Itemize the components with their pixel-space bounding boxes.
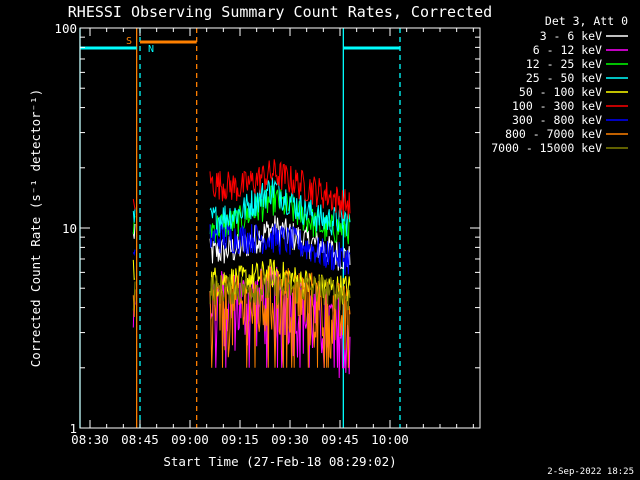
y-tick-label: 100 bbox=[54, 21, 77, 36]
series-line bbox=[132, 223, 136, 239]
series-line bbox=[132, 259, 136, 281]
series-line bbox=[132, 198, 136, 210]
night-label: N bbox=[148, 44, 154, 55]
legend-label: 100 - 300 keV bbox=[512, 99, 602, 113]
footer-timestamp: 2-Sep-2022 18:25 bbox=[547, 467, 634, 477]
x-tick-label: 09:30 bbox=[271, 432, 309, 447]
x-axis-label: Start Time (27-Feb-18 08:29:02) bbox=[163, 454, 396, 469]
saa-label: S bbox=[126, 36, 132, 47]
series-line bbox=[209, 266, 351, 368]
axes: 08:30 08:45 09:00 09:15 09:30 09:45 10:00 1 10 10… bbox=[54, 21, 481, 447]
legend-label: 300 - 800 keV bbox=[512, 113, 602, 127]
series-line bbox=[132, 207, 136, 223]
series-100-300-kev bbox=[132, 159, 351, 220]
y-tick-label: 1 bbox=[69, 421, 77, 436]
x-tick-label: 08:45 bbox=[121, 432, 159, 447]
legend-label: 6 - 12 keV bbox=[533, 43, 602, 57]
x-tick-label: 09:45 bbox=[321, 432, 359, 447]
x-tick-label: 09:15 bbox=[221, 432, 259, 447]
series-300-800-kev bbox=[132, 223, 351, 276]
legend-label: 12 - 25 keV bbox=[526, 57, 602, 71]
x-tick-label: 10:00 bbox=[371, 432, 409, 447]
x-tick-label: 09:00 bbox=[171, 432, 209, 447]
legend-label: 800 - 7000 keV bbox=[505, 127, 602, 141]
series-line bbox=[209, 274, 351, 311]
chart-title: RHESSI Observing Summary Count Rates, Co… bbox=[68, 3, 492, 21]
legend-label: 7000 - 15000 keV bbox=[491, 141, 602, 155]
plot-area: SN bbox=[79, 28, 401, 428]
legend-title: Det 3, Att 0 bbox=[545, 14, 628, 28]
series-25-50-kev bbox=[132, 177, 351, 237]
series-line bbox=[209, 223, 351, 276]
legend-label: 25 - 50 keV bbox=[526, 71, 602, 85]
series-line bbox=[209, 177, 351, 237]
series-line bbox=[209, 185, 351, 245]
y-axis-label: Corrected Count Rate (s⁻¹ detector⁻¹) bbox=[28, 89, 43, 367]
series-line bbox=[209, 159, 351, 220]
legend-label: 50 - 100 keV bbox=[519, 85, 602, 99]
series-7000-15000-kev bbox=[132, 274, 351, 311]
x-tick-label: 08:30 bbox=[71, 432, 109, 447]
series-line bbox=[132, 281, 136, 311]
series-line bbox=[132, 249, 136, 257]
y-tick-label: 10 bbox=[62, 221, 77, 236]
legend-label: 3 - 6 keV bbox=[540, 29, 602, 43]
